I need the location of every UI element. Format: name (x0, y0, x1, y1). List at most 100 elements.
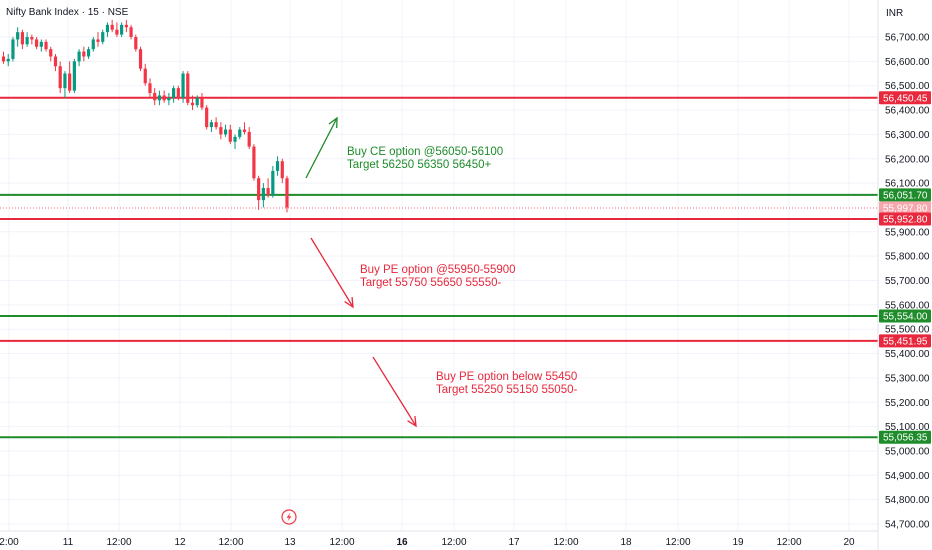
candle (242, 122, 247, 135)
candle (72, 58, 76, 94)
candle (252, 144, 256, 181)
candle (176, 85, 180, 101)
price-tick-label: 55,800.00 (885, 252, 930, 263)
time-tick-label: 18 (620, 537, 632, 548)
level-price-label: 55,056.35 (879, 430, 931, 444)
candle (209, 119, 213, 132)
level-price-label: 55,997.80 (879, 201, 931, 215)
price-tick-label: 56,100.00 (885, 179, 930, 190)
price-tick-label: 55,500.00 (885, 325, 930, 336)
svg-text:Target 55250 55150 55050-: Target 55250 55150 55050- (436, 384, 577, 396)
time-tick-label: 12:00 (776, 537, 801, 548)
candle (129, 24, 133, 40)
candle (148, 78, 152, 98)
candle (120, 22, 124, 37)
svg-text:55,056.35: 55,056.35 (883, 433, 928, 444)
candle (257, 175, 261, 210)
level-price-label: 56,051.70 (879, 188, 931, 202)
price-tick-label: 56,600.00 (885, 57, 930, 68)
candle (39, 39, 43, 52)
price-tick-label: 54,800.00 (885, 495, 930, 506)
candle (195, 95, 199, 108)
price-tick-label: 54,900.00 (885, 471, 930, 482)
candle (6, 54, 10, 67)
candle (238, 127, 242, 140)
candle (271, 166, 275, 198)
candle (68, 61, 72, 94)
time-tick-label: 11 (63, 537, 74, 548)
svg-text:56,051.70: 56,051.70 (883, 190, 928, 201)
arrow (305, 116, 338, 179)
candle (11, 37, 15, 62)
price-tick-label: 55,300.00 (885, 373, 930, 384)
price-tick-label: 56,400.00 (885, 106, 930, 117)
lightning-icon[interactable] (281, 509, 297, 525)
candle (25, 32, 29, 47)
time-axis[interactable]: 2:00 11 12:00 12 12:00 13 12:00 16 12:00 17 12:00 1… (0, 537, 855, 548)
candle (285, 175, 289, 213)
time-tick-label: 12:00 (553, 537, 578, 548)
price-tick-label: 56,500.00 (885, 81, 930, 92)
time-tick-label: 2:00 (0, 537, 19, 548)
horizontal-level-lines (0, 96, 878, 439)
candle (223, 124, 228, 137)
chart-title: Nifty Bank Index · 15 · NSE (6, 7, 129, 18)
candle (247, 127, 251, 150)
time-tick-label: 12:00 (218, 537, 243, 548)
candle (49, 46, 53, 62)
price-axis[interactable]: 56,700.00 56,600.00 56,500.00 56,400.00 56,3… (885, 33, 930, 531)
svg-text:Target 55750 55650 55550-: Target 55750 55650 55550- (360, 277, 501, 289)
candle (77, 49, 81, 67)
level-price-label: 55,952.80 (879, 212, 931, 226)
time-tick-label: 12:00 (665, 537, 690, 548)
candle (115, 22, 119, 37)
svg-text:55,952.80: 55,952.80 (883, 214, 928, 225)
candle (167, 93, 171, 106)
candle (190, 95, 195, 111)
price-tick-label: 55,100.00 (885, 422, 930, 433)
candle (44, 39, 48, 52)
price-tick-label: 55,900.00 (885, 227, 930, 238)
currency-label: INR (886, 8, 903, 19)
arrow (372, 356, 417, 428)
candle (86, 46, 91, 59)
arrow (310, 237, 354, 309)
candle (58, 61, 62, 94)
candle (96, 32, 100, 47)
time-tick-label: 20 (843, 537, 855, 548)
candle (110, 19, 114, 33)
candle (34, 37, 39, 50)
candle (30, 34, 34, 45)
time-tick-label: 12:00 (106, 537, 131, 548)
svg-text:55,554.00: 55,554.00 (883, 312, 928, 323)
time-tick-label: 12 (174, 537, 186, 548)
price-tick-label: 55,400.00 (885, 349, 930, 360)
candle (157, 90, 162, 106)
trade-arrows (305, 116, 417, 428)
level-price-label: 56,450.45 (879, 91, 931, 105)
price-tick-label: 56,300.00 (885, 130, 930, 141)
candle (105, 22, 110, 37)
candle (186, 71, 190, 106)
svg-text:55,451.95: 55,451.95 (883, 336, 928, 347)
candle (101, 29, 105, 45)
candle (200, 93, 204, 111)
candle (91, 37, 95, 52)
svg-text:Buy PE option @55950-55900: Buy PE option @55950-55900 (360, 264, 516, 276)
svg-text:Target 56250 56350 56450+: Target 56250 56350 56450+ (347, 159, 491, 171)
candle (280, 158, 284, 184)
price-tick-label: 56,200.00 (885, 154, 930, 165)
candle (205, 105, 209, 130)
candle (172, 85, 176, 103)
candlestick-series (1, 19, 289, 213)
candle (16, 27, 20, 47)
candle (20, 29, 24, 50)
candle (233, 134, 237, 150)
candle (153, 88, 157, 106)
time-tick-label: 12:00 (441, 537, 466, 548)
